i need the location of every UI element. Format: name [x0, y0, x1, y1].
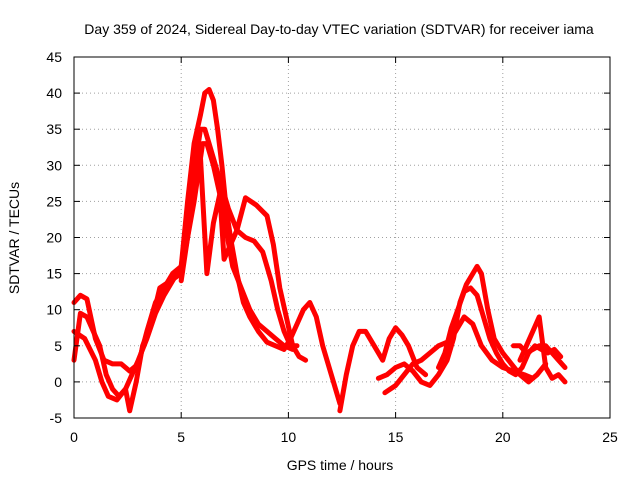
tick-layer: 0 5 10 15 20 25 -5 0 5 10 15 20 25 30 35 40 45 — [46, 49, 618, 445]
y-tick-label: 0 — [54, 374, 62, 390]
series-line-sat-g — [375, 263, 549, 388]
x-tick-label: 10 — [281, 429, 297, 445]
y-axis-label: SDTVAR / TECUs — [6, 182, 22, 294]
x-axis-label: GPS time / hours — [287, 457, 394, 473]
series-line-sat-i — [511, 343, 568, 370]
y-tick-label: 40 — [46, 85, 62, 101]
x-tick-label: 15 — [388, 429, 404, 445]
y-tick-label: -5 — [50, 410, 63, 426]
series-line-sat-h — [436, 285, 564, 378]
y-tick-label: 5 — [54, 338, 62, 354]
y-tick-label: 20 — [46, 230, 62, 246]
x-tick-label: 25 — [602, 429, 618, 445]
series-line-sat-a — [71, 87, 343, 407]
y-tick-label: 35 — [46, 121, 62, 137]
chart-title: Day 359 of 2024, Sidereal Day-to-day VTE… — [84, 21, 594, 37]
series-layer — [71, 87, 568, 414]
series-line-sat-j — [517, 314, 568, 385]
y-tick-label: 15 — [46, 266, 62, 282]
y-tick-label: 25 — [46, 193, 62, 209]
grid-layer — [74, 57, 610, 418]
x-tick-label: 20 — [495, 429, 511, 445]
series-line-sat-f — [382, 314, 536, 396]
y-tick-label: 45 — [46, 49, 62, 65]
y-tick-label: 10 — [46, 302, 62, 318]
x-tick-label: 0 — [70, 429, 78, 445]
x-tick-label: 5 — [177, 429, 185, 445]
y-tick-label: 30 — [46, 157, 62, 173]
series-line-sat-d — [178, 155, 296, 352]
series-line-sat-e — [337, 325, 429, 414]
